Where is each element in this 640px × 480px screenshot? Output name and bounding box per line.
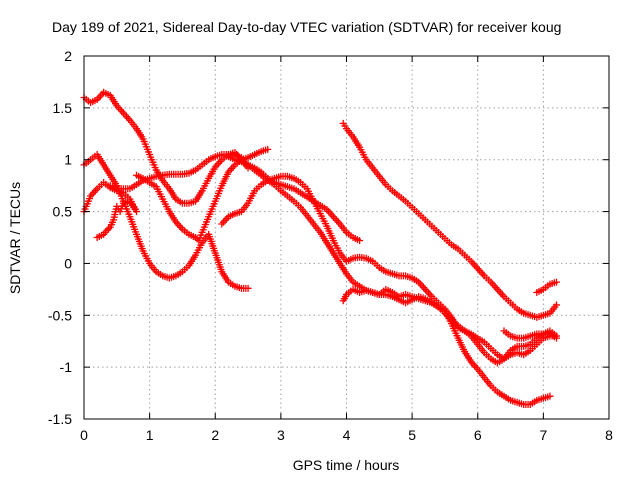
y-tick-label: 1.5	[53, 100, 73, 116]
series-s9	[339, 119, 560, 321]
grid	[84, 56, 609, 419]
y-tick-label: 0.5	[53, 204, 73, 220]
x-tick-label: 4	[343, 427, 351, 443]
data-point	[356, 237, 364, 245]
y-tick-label: -0.5	[48, 307, 72, 323]
series-s11	[500, 327, 560, 342]
x-axis-label: GPS time / hours	[293, 457, 400, 473]
y-tick-label: 1	[64, 152, 72, 168]
data-point	[264, 145, 272, 153]
x-tick-label: 1	[146, 427, 154, 443]
series-s2	[80, 151, 252, 292]
x-tick-label: 8	[605, 427, 613, 443]
data-point	[244, 284, 252, 292]
x-tick-label: 0	[80, 427, 88, 443]
y-axis-label: SDTVAR / TECUs	[7, 182, 23, 294]
data-point	[93, 234, 101, 241]
x-tick-label: 6	[474, 427, 482, 443]
y-tick-label: 2	[64, 48, 72, 64]
data-point	[553, 334, 560, 342]
data-point	[546, 392, 554, 400]
series-s5	[133, 156, 364, 245]
data-point	[105, 225, 113, 233]
series-s8	[238, 145, 272, 164]
axis-ticks: 0 1 2 3 4 5 6 7 8 -1.5 -1 -0.5 0 0.5 1 1.5 2	[48, 48, 613, 443]
series-s10	[339, 285, 554, 408]
series-s1	[80, 88, 252, 207]
data-point	[106, 223, 114, 231]
series-s7	[218, 172, 560, 363]
x-tick-label: 3	[277, 427, 285, 443]
x-tick-label: 5	[408, 427, 416, 443]
data-point	[553, 301, 560, 309]
y-tick-label: 0	[64, 255, 72, 271]
x-tick-label: 7	[539, 427, 547, 443]
x-tick-label: 2	[211, 427, 219, 443]
y-tick-label: -1	[60, 359, 73, 375]
data-points	[80, 88, 560, 408]
chart-title: Day 189 of 2021, Sidereal Day-to-day VTE…	[52, 19, 561, 35]
series-s12	[533, 278, 560, 296]
data-point	[553, 278, 560, 286]
y-tick-label: -1.5	[48, 411, 72, 427]
